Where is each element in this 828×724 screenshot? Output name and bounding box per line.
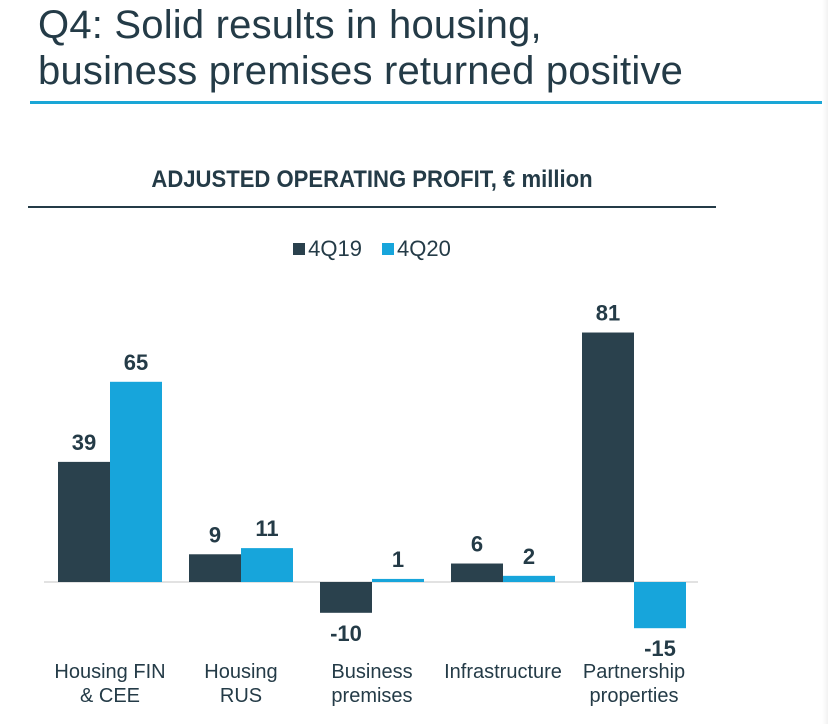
- slide-title: Q4: Solid results in housing, business pr…: [38, 3, 684, 93]
- category-label-3: Infrastructure: [444, 661, 562, 683]
- category-label-1: Housing RUS: [204, 661, 278, 707]
- legend-item-4q20: 4Q20: [382, 236, 451, 262]
- data-label-4q19-4: 81: [596, 301, 620, 326]
- legend-item-4q19: 4Q19: [293, 236, 362, 262]
- chart-title-rule: [28, 206, 716, 208]
- legend-label-4q19: 4Q19: [308, 236, 362, 261]
- legend-swatch-4q20: [382, 243, 394, 255]
- bar-4q19-2: [320, 582, 372, 613]
- bar-4q19-1: [189, 554, 241, 582]
- data-label-4q19-2: -10: [330, 621, 362, 646]
- data-label-4q20-1: 11: [255, 516, 278, 541]
- title-underline: [30, 101, 828, 104]
- legend-swatch-4q19: [293, 243, 306, 255]
- bar-4q20-4: [634, 582, 686, 629]
- chart-legend: 4Q19 4Q20: [0, 236, 744, 262]
- data-label-4q20-3: 2: [523, 544, 535, 569]
- bar-4q20-3: [503, 575, 555, 582]
- bar-4q20-2: [372, 578, 424, 582]
- bar-4q20-0: [110, 381, 162, 582]
- data-label-4q20-2: 1: [392, 547, 404, 572]
- bar-4q19-3: [451, 563, 503, 582]
- chart-title: ADJUSTED OPERATING PROFIT, € million: [151, 166, 593, 193]
- bar-4q19-4: [582, 332, 634, 582]
- slide-edge: [822, 0, 828, 724]
- category-label-0: Housing FIN & CEE: [54, 661, 166, 707]
- data-label-4q19-0: 39: [72, 430, 96, 455]
- data-label-4q19-1: 9: [209, 522, 221, 547]
- category-label-4: Partnership properties: [582, 661, 686, 707]
- data-label-4q20-4: -15: [644, 636, 676, 661]
- legend-label-4q20: 4Q20: [397, 236, 451, 261]
- bar-4q20-1: [241, 548, 293, 582]
- category-label-2: Business premises: [331, 661, 413, 707]
- data-label-4q19-3: 6: [471, 532, 483, 557]
- data-label-4q20-0: 65: [124, 350, 148, 375]
- bar-4q19-0: [58, 461, 110, 582]
